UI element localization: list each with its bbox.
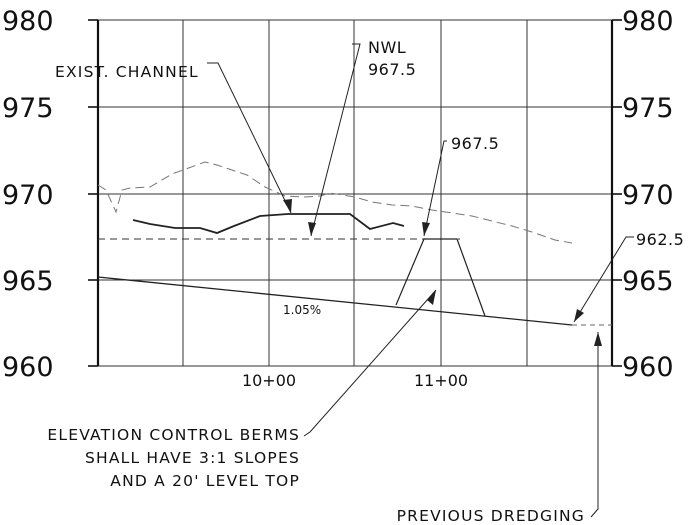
y-tick-right-980: 980 <box>622 6 674 37</box>
leader-previous-dredging <box>590 332 599 518</box>
y-tick-left-980: 980 <box>2 6 54 37</box>
label-previous-dredging: PREVIOUS DREDGING <box>397 507 585 525</box>
berm-note-line-3: AND A 20' LEVEL TOP <box>110 472 300 490</box>
label-slope: 1.05% <box>283 303 321 317</box>
y-tick-left-970: 970 <box>2 180 54 211</box>
x-tick-11-00: 11+00 <box>414 371 468 390</box>
arrow-nwl <box>308 222 316 236</box>
label-exist-channel: EXIST. CHANNEL <box>55 63 199 81</box>
y-tick-left-975: 975 <box>2 93 54 124</box>
leader-prev-elev <box>573 236 634 323</box>
label-nwl: NWL <box>368 38 406 57</box>
leader-berm-elev <box>423 140 447 237</box>
arrow-berm-note <box>427 290 436 305</box>
arrow-prev-elev <box>574 309 584 322</box>
leader-lines <box>207 43 634 518</box>
horizontal-grid <box>98 19 612 367</box>
elevation-control-berm <box>395 238 486 317</box>
leader-nwl <box>310 43 361 237</box>
y-tick-right-965: 965 <box>622 266 674 297</box>
label-berm-elev: 967.5 <box>451 134 499 153</box>
y-tick-right-975: 975 <box>622 93 674 124</box>
label-prev-elev: 962.5 <box>636 230 684 249</box>
berm-note-line-2: SHALL HAVE 3:1 SLOPES <box>85 449 300 467</box>
arrow-exist-channel <box>283 199 292 213</box>
y-tick-left-960: 960 <box>2 352 54 383</box>
arrow-previous-dredging <box>594 332 602 346</box>
leader-berm-note <box>303 289 437 437</box>
previous-ground-dashed-line <box>97 161 573 244</box>
y-tick-right-960: 960 <box>622 352 674 383</box>
label-nwl-elev: 967.5 <box>368 60 416 79</box>
leader-exist-channel <box>207 62 292 214</box>
axis-tick-marks <box>88 19 622 367</box>
vertical-grid <box>182 20 528 366</box>
y-tick-right-970: 970 <box>622 180 674 211</box>
y-tick-left-965: 965 <box>2 266 54 297</box>
leader-arrowheads <box>283 199 602 346</box>
proposed-grade-line <box>97 276 573 326</box>
existing-channel-line <box>132 213 405 234</box>
berm-note-line-1: ELEVATION CONTROL BERMS <box>47 426 300 444</box>
x-tick-10-00: 10+00 <box>242 371 296 390</box>
arrow-berm-elev <box>422 222 430 236</box>
